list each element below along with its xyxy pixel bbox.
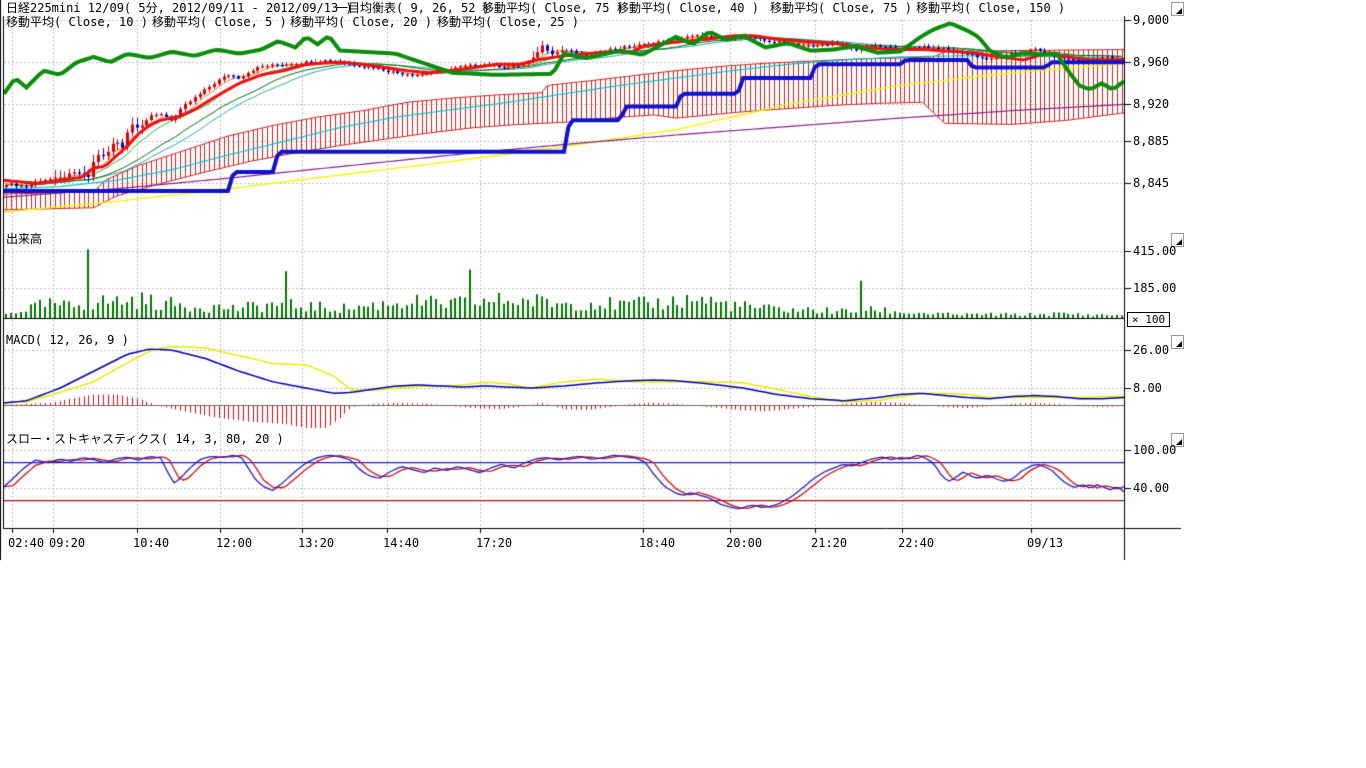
price-tick-label: 9,000 (1133, 13, 1170, 27)
price-tick-label: 8,845 (1133, 176, 1170, 190)
legend-item: 移動平均( Close, 150 ) (916, 1, 1066, 15)
legend-item: 移動平均( Close, 25 ) (437, 15, 579, 29)
time-tick-label: 09/13 (1027, 536, 1064, 550)
macd-tick-label: 8.00 (1133, 381, 1162, 395)
time-tick-label: 13:20 (298, 536, 335, 550)
volume-tick-label: 185.00 (1133, 281, 1177, 295)
time-tick-label: 09:20 (49, 536, 86, 550)
stochastics-panel-label: スロー・ストキャスティクス( 14, 3, 80, 20 ) (6, 432, 284, 446)
legend-item: 一目均衡表( 9, 26, 52 ) (336, 1, 490, 15)
time-tick-label: 20:00 (726, 536, 763, 550)
legend-item: 移動平均( Close, 75 ) (482, 1, 624, 15)
legend-item: 移動平均( Close, 20 ) (290, 15, 432, 29)
time-tick-label: 21:20 (811, 536, 848, 550)
price-tick-label: 8,885 (1133, 134, 1170, 148)
legend-item: 日経225mini 12/09( 5分, 2012/09/11 - 2012/0… (6, 1, 353, 15)
time-tick-label: 18:40 (639, 536, 676, 550)
time-tick-label: 22:40 (898, 536, 935, 550)
price-panel-resize-icon[interactable] (1171, 2, 1184, 16)
stoch-tick-label: 100.00 (1133, 443, 1177, 457)
price-tick-label: 8,920 (1133, 97, 1170, 111)
macd-tick-label: 26.00 (1133, 343, 1170, 357)
legend-item: 移動平均( Close, 40 ) (617, 1, 759, 15)
time-tick-label: 14:40 (383, 536, 420, 550)
volume-tick-label: 415.00 (1133, 244, 1177, 258)
volume-panel-resize-icon[interactable] (1171, 233, 1184, 247)
legend-item: 移動平均( Close, 5 ) (152, 15, 287, 29)
stoch-tick-label: 40.00 (1133, 481, 1170, 495)
stochastics-panel-resize-icon[interactable] (1171, 433, 1184, 447)
time-tick-label: 02:40 (8, 536, 45, 550)
macd-panel-resize-icon[interactable] (1171, 335, 1184, 349)
legend-item: 移動平均( Close, 10 ) (6, 15, 148, 29)
time-tick-label: 12:00 (216, 536, 253, 550)
time-tick-label: 17:20 (476, 536, 513, 550)
price-tick-label: 8,960 (1133, 55, 1170, 69)
time-tick-label: 10:40 (133, 536, 170, 550)
legend-item: 移動平均( Close, 75 ) (770, 1, 912, 15)
macd-panel-label: MACD( 12, 26, 9 ) (6, 333, 129, 347)
volume-multiplier-badge: × 100 (1127, 312, 1171, 327)
volume-panel-label: 出来高 (6, 232, 43, 246)
